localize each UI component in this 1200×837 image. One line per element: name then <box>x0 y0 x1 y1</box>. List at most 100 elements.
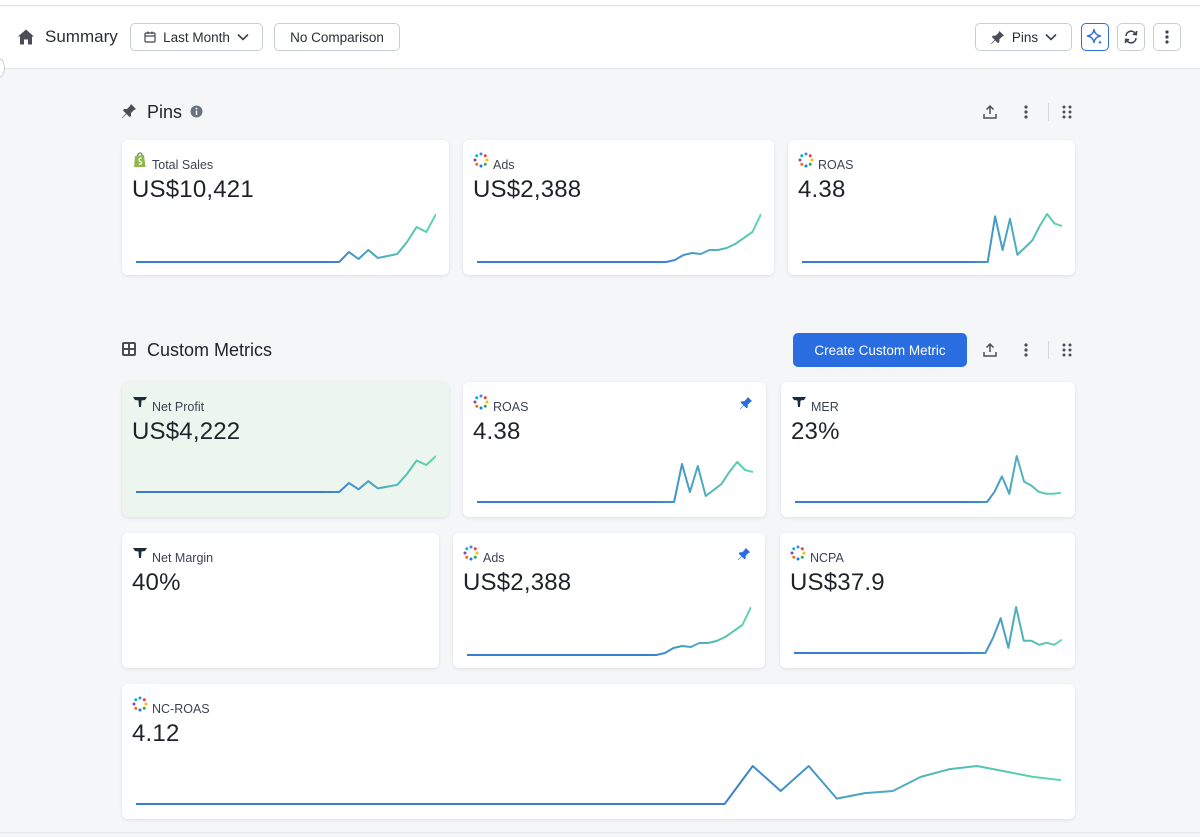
sparkline-chart <box>794 606 1062 654</box>
sparkline-chart <box>136 213 436 263</box>
window-top-strip <box>0 0 1200 6</box>
metric-card[interactable]: Total Sales US$10,421 <box>122 140 449 275</box>
triple-whale-icon <box>133 548 147 558</box>
metric-label: ROAS <box>818 158 854 172</box>
refresh-button[interactable] <box>1117 23 1145 51</box>
sparkline-path <box>794 606 1062 654</box>
upload-icon <box>983 342 997 357</box>
sparkle-icon <box>1086 28 1102 45</box>
sparkline-path <box>802 213 1062 263</box>
metric-label: ROAS <box>493 400 529 414</box>
sparkline-path <box>136 765 1061 805</box>
pins-export-button[interactable] <box>980 102 1000 122</box>
ai-sparkle-button[interactable] <box>1081 23 1109 51</box>
pin-icon <box>122 104 136 118</box>
info-icon[interactable] <box>190 105 203 118</box>
sparkline-path <box>795 455 1061 503</box>
sparkline-chart <box>136 765 1061 805</box>
custom-export-button[interactable] <box>980 340 1000 360</box>
pins-section-title: Pins <box>147 102 183 122</box>
metric-label: Net Profit <box>152 400 205 414</box>
metric-label: Ads <box>493 158 515 172</box>
sparkline-path <box>477 461 753 503</box>
sparkline-path <box>477 213 761 263</box>
multi-channel-icon <box>463 545 479 561</box>
pins-more-button[interactable] <box>1016 102 1036 122</box>
metric-label: MER <box>811 400 839 414</box>
calendar-icon <box>144 31 156 43</box>
kebab-menu-icon <box>1165 30 1169 44</box>
toolbar-divider <box>1048 341 1049 359</box>
multi-channel-icon <box>473 394 489 410</box>
sparkline-chart <box>795 455 1061 503</box>
pins-label: Pins <box>1011 29 1039 45</box>
metric-label: Ads <box>483 551 505 565</box>
top-header-bar: Summary Last Month No Comparison Pins <box>0 7 1200 69</box>
drag-handle-icon <box>1062 343 1072 357</box>
metric-value: US$2,388 <box>463 569 572 596</box>
metric-label: Net Margin <box>152 551 214 565</box>
metric-value: US$2,388 <box>473 176 582 203</box>
metric-card[interactable]: MER 23% <box>781 382 1075 517</box>
sparkline-chart <box>136 455 436 493</box>
toolbar-divider <box>1048 103 1049 121</box>
sparkline-path <box>467 606 751 656</box>
multi-channel-icon <box>790 545 806 561</box>
drag-handle-icon <box>1062 105 1072 119</box>
metric-value: 4.38 <box>473 418 521 445</box>
comparison-label: No Comparison <box>290 29 384 45</box>
metric-card[interactable]: Net Profit US$4,222 <box>122 382 449 517</box>
triple-whale-icon <box>133 397 147 407</box>
sparkline-chart <box>802 213 1062 263</box>
create-custom-metric-button[interactable]: Create Custom Metric <box>793 333 967 367</box>
kebab-menu-icon <box>1024 105 1028 119</box>
metric-value: 23% <box>791 418 840 445</box>
metric-label: NC-ROAS <box>152 702 210 716</box>
chevron-down-icon <box>1045 33 1057 41</box>
multi-channel-icon <box>132 696 148 712</box>
sparkline-chart <box>477 461 753 503</box>
upload-icon <box>983 104 997 119</box>
multi-channel-icon <box>798 152 814 168</box>
calculator-icon <box>122 342 136 356</box>
sparkline-path <box>136 455 436 493</box>
pinned-icon[interactable] <box>739 396 753 410</box>
shopify-icon <box>134 152 146 167</box>
metric-card[interactable]: Ads US$2,388 <box>453 533 765 668</box>
metric-value: 4.12 <box>132 720 180 747</box>
custom-metrics-section-title: Custom Metrics <box>147 340 273 360</box>
more-options-button[interactable] <box>1153 23 1181 51</box>
custom-drag-handle[interactable] <box>1057 340 1077 360</box>
metric-card[interactable]: ROAS 4.38 <box>463 382 766 517</box>
metric-value: 4.38 <box>798 176 846 203</box>
metric-value: US$37.9 <box>790 569 885 596</box>
home-icon[interactable] <box>16 27 36 47</box>
page-title: Summary <box>45 27 118 46</box>
metric-value: 40% <box>132 569 181 596</box>
multi-channel-icon <box>473 152 489 168</box>
metric-value: US$10,421 <box>132 176 254 203</box>
metric-card[interactable]: NCPA US$37.9 <box>780 533 1075 668</box>
comparison-button[interactable]: No Comparison <box>274 23 400 51</box>
metric-label: NCPA <box>810 551 844 565</box>
chevron-down-icon <box>237 33 249 41</box>
metric-card[interactable]: NC-ROAS 4.12 <box>122 684 1075 819</box>
triple-whale-icon <box>792 397 806 407</box>
refresh-icon <box>1124 30 1138 44</box>
sparkline-chart <box>467 606 751 656</box>
metric-card[interactable]: Net Margin 40% <box>122 533 439 668</box>
custom-more-button[interactable] <box>1016 340 1036 360</box>
pinned-icon[interactable] <box>737 547 751 561</box>
date-range-dropdown[interactable]: Last Month <box>130 23 263 51</box>
pins-dropdown[interactable]: Pins <box>975 23 1072 51</box>
metric-card[interactable]: ROAS 4.38 <box>788 140 1075 275</box>
kebab-menu-icon <box>1024 343 1028 357</box>
sparkline-chart <box>477 213 761 263</box>
pins-drag-handle[interactable] <box>1057 102 1077 122</box>
metric-value: US$4,222 <box>132 418 241 445</box>
pin-icon <box>990 30 1004 44</box>
metric-card[interactable]: Ads US$2,388 <box>463 140 774 275</box>
metric-label: Total Sales <box>152 158 214 172</box>
date-range-label: Last Month <box>163 29 230 45</box>
sparkline-path <box>136 213 436 263</box>
